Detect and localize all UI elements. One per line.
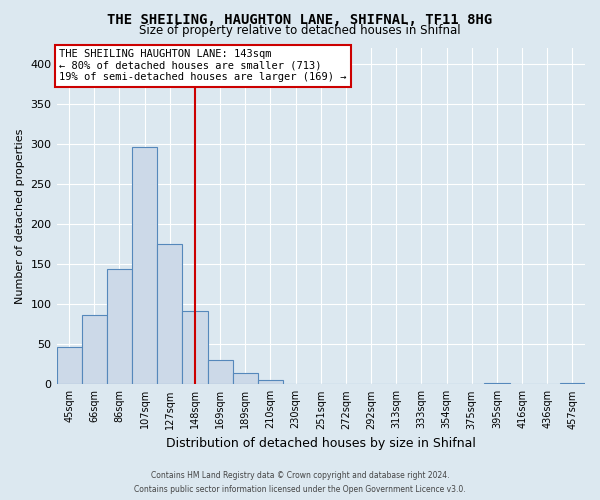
Text: THE SHEILING, HAUGHTON LANE, SHIFNAL, TF11 8HG: THE SHEILING, HAUGHTON LANE, SHIFNAL, TF… — [107, 12, 493, 26]
Text: THE SHEILING HAUGHTON LANE: 143sqm
← 80% of detached houses are smaller (713)
19: THE SHEILING HAUGHTON LANE: 143sqm ← 80%… — [59, 49, 347, 82]
Bar — [560, 382, 585, 384]
Bar — [233, 373, 258, 384]
X-axis label: Distribution of detached houses by size in Shifnal: Distribution of detached houses by size … — [166, 437, 476, 450]
Bar — [157, 244, 182, 384]
Bar — [258, 380, 283, 384]
Bar — [484, 382, 509, 384]
Bar — [182, 312, 208, 384]
Bar — [56, 346, 82, 385]
Bar — [132, 147, 157, 384]
Text: Size of property relative to detached houses in Shifnal: Size of property relative to detached ho… — [139, 24, 461, 37]
Bar — [82, 316, 107, 384]
Text: Contains HM Land Registry data © Crown copyright and database right 2024.
Contai: Contains HM Land Registry data © Crown c… — [134, 472, 466, 494]
Bar — [107, 269, 132, 384]
Bar — [208, 360, 233, 384]
Y-axis label: Number of detached properties: Number of detached properties — [15, 128, 25, 304]
